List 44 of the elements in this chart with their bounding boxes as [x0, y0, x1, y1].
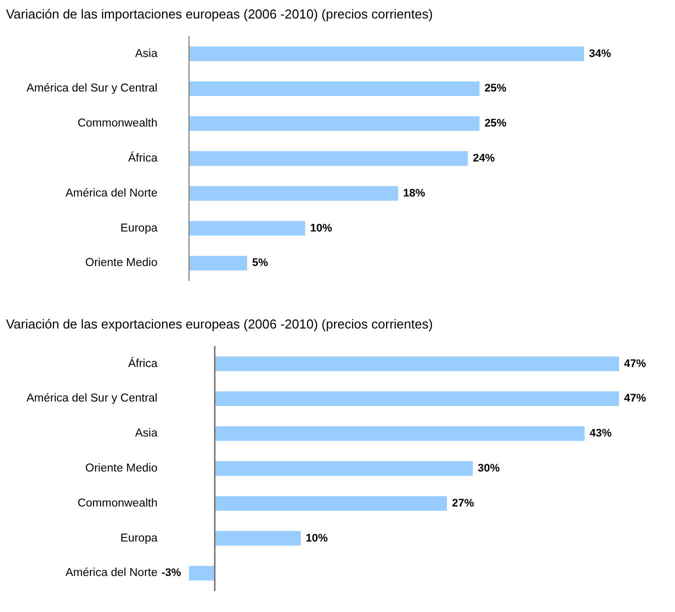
data-label: 10%	[306, 532, 328, 544]
data-label: 25%	[484, 82, 507, 95]
y-tick-label: América del Sur y Central	[26, 392, 158, 405]
y-tick-label: Asia	[135, 48, 158, 60]
bar	[214, 461, 473, 476]
data-label: 24%	[472, 152, 496, 164]
data-label: 47%	[624, 358, 646, 370]
y-tick-label: América del Norte	[65, 567, 158, 580]
y-tick-label: Commonwealth	[78, 118, 158, 130]
y-tick-label: Commonwealth	[78, 497, 158, 510]
y-tick-label: África	[128, 152, 158, 164]
bar	[189, 566, 215, 581]
y-tick-label: Oriente Medio	[85, 257, 158, 270]
bar	[214, 356, 619, 372]
bar	[189, 46, 584, 62]
bar	[214, 530, 301, 546]
chart-title: Variación de las importaciones europeas (2006 -2010) (precios corrientes)	[6, 6, 433, 22]
bar	[189, 186, 398, 201]
bar	[189, 81, 480, 96]
data-label: 27%	[452, 497, 474, 510]
y-tick-label: Asia	[135, 428, 158, 440]
data-label: 30%	[478, 462, 500, 474]
data-label: 47%	[624, 392, 646, 405]
data-label: 34%	[589, 48, 612, 60]
bar	[189, 116, 480, 131]
data-label: 25%	[484, 118, 507, 130]
bar	[189, 256, 248, 271]
y-tick-label: Europa	[120, 222, 158, 234]
y-tick-label: América del Norte	[65, 187, 158, 200]
chart-title: Variación de las exportaciones europeas (2006 -2010) (precios corrientes)	[6, 316, 433, 332]
data-label: -3%	[161, 567, 182, 580]
bar	[214, 426, 585, 441]
data-label: 10%	[310, 222, 332, 234]
data-label: 43%	[590, 428, 612, 440]
y-tick-label: Europa	[120, 532, 158, 544]
bar	[214, 496, 447, 511]
y-tick-label: África	[128, 356, 158, 370]
data-label: 18%	[403, 187, 426, 200]
data-label: 5%	[252, 257, 268, 270]
y-tick-label: Oriente Medio	[85, 462, 158, 474]
y-tick-label: América del Sur y Central	[26, 82, 158, 95]
bar	[189, 220, 306, 236]
bar	[189, 151, 468, 166]
bar	[214, 391, 619, 406]
